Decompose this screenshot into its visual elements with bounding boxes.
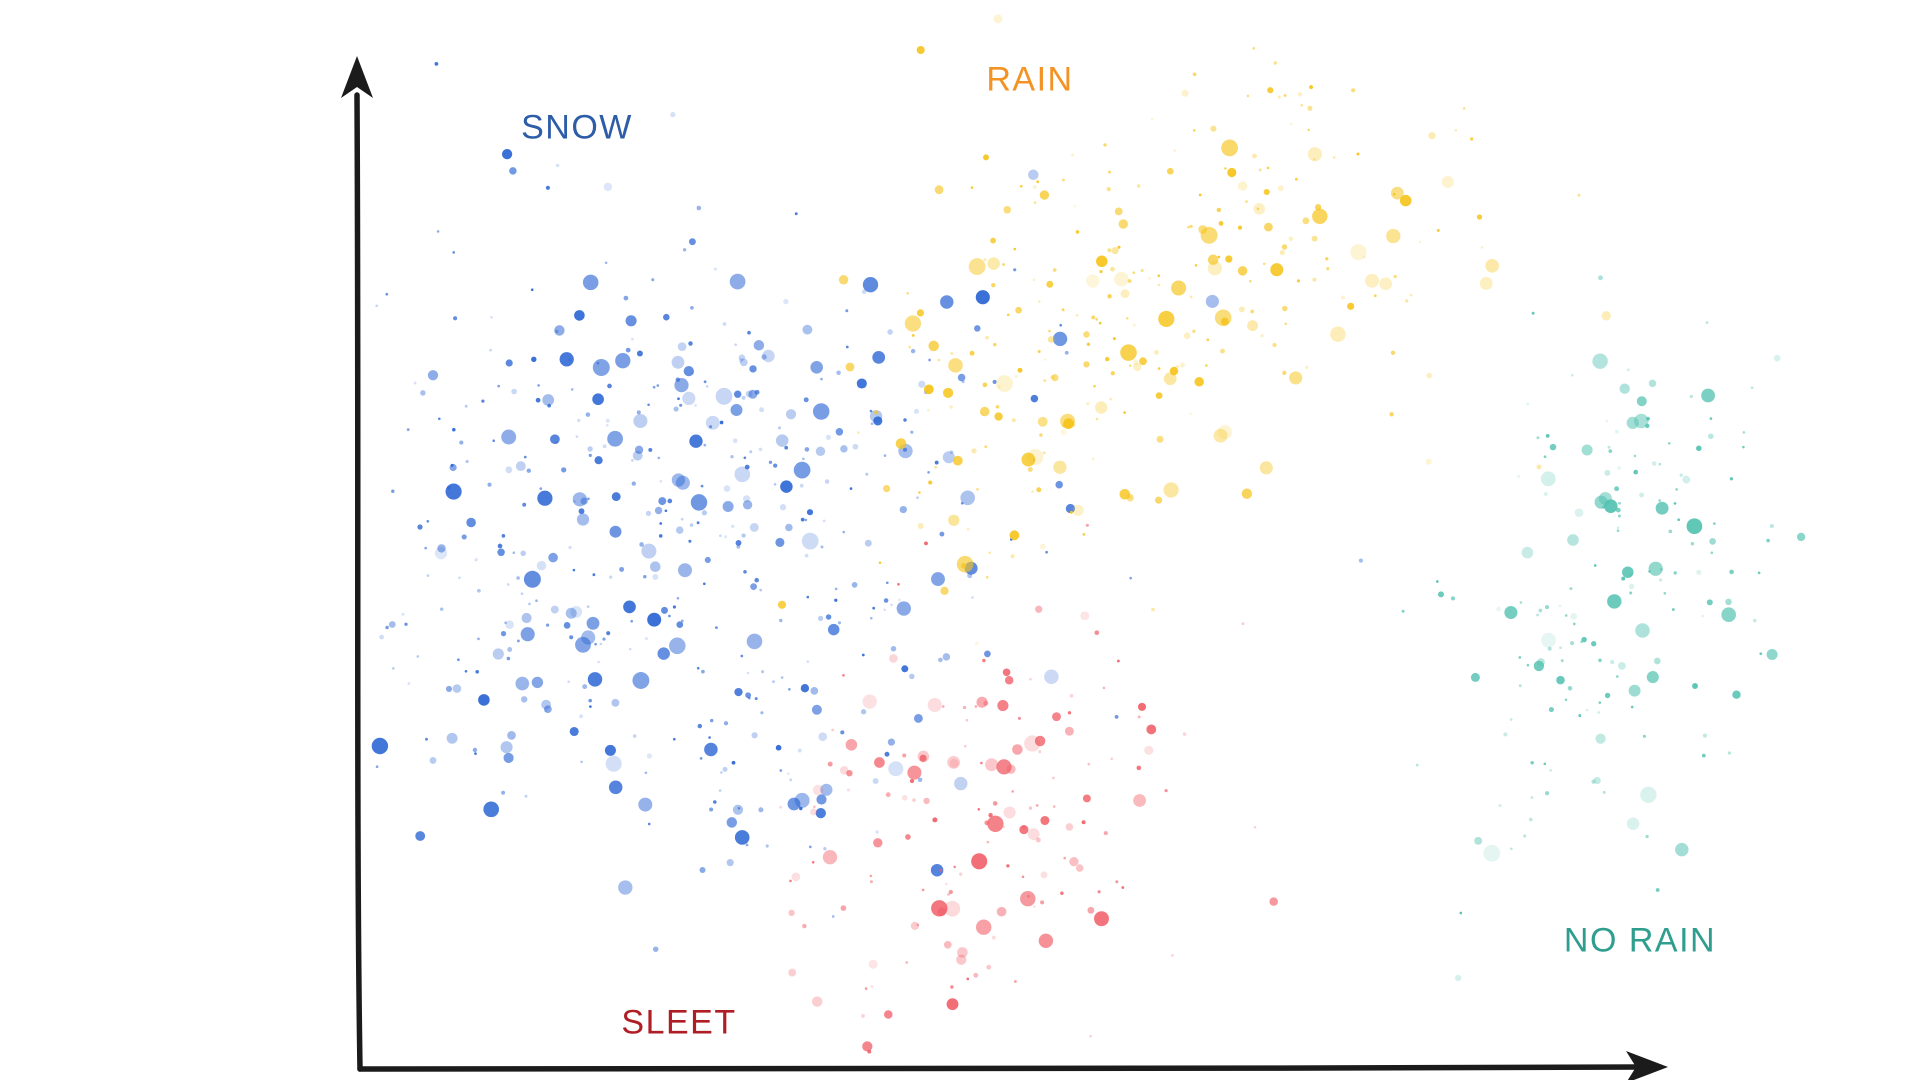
cluster-label-norain: NO RAIN	[1563, 921, 1717, 960]
cluster-label-rain: RAIN	[986, 60, 1074, 99]
axes	[341, 56, 1668, 1080]
y-axis-line	[354, 92, 363, 1072]
x-axis-line	[357, 1064, 1645, 1072]
scatter-points	[371, 14, 1806, 1054]
y-axis-arrowhead	[341, 56, 373, 98]
x-axis-arrowhead	[1626, 1051, 1668, 1080]
cluster-label-snow: SNOW	[521, 108, 633, 147]
cluster-label-sleet: SLEET	[621, 1003, 737, 1042]
